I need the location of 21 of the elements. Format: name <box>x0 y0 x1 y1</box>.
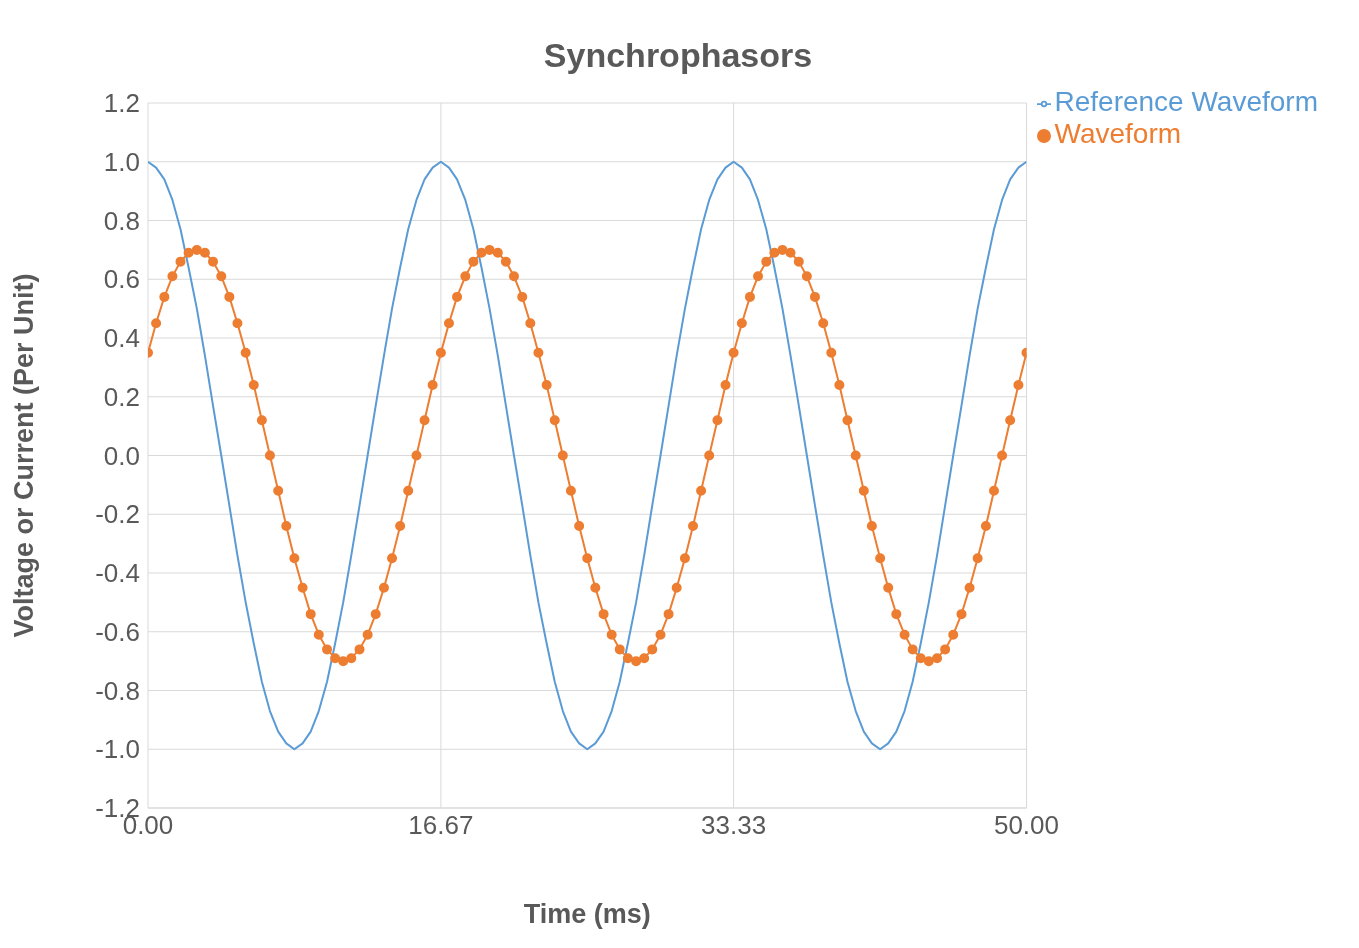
line-series <box>148 160 1027 751</box>
legend-label: Reference Waveform <box>1054 86 1318 117</box>
x-tick-label: 16.67 <box>408 810 474 841</box>
x-tick-label: 33.33 <box>701 810 767 841</box>
y-tick-label: -0.2 <box>95 499 140 530</box>
chart-title: Synchrophasors <box>542 36 814 75</box>
y-tick-label: 1.2 <box>103 88 140 119</box>
y-tick-label: 0.0 <box>103 440 140 471</box>
y-tick-label: 0.8 <box>103 205 140 236</box>
y-tick-label: -0.8 <box>95 675 140 706</box>
y-tick-label: -0.6 <box>95 616 140 647</box>
y-tick-label: -0.4 <box>95 558 140 589</box>
y-tick-label: -1.0 <box>95 734 140 765</box>
x-axis-title: Time (ms) <box>523 899 651 929</box>
y-axis-title: Voltage or Current (Per Unit) <box>8 273 39 638</box>
x-tick-label: 50.00 <box>993 810 1060 841</box>
y-tick-label: 1.0 <box>103 146 140 177</box>
y-tick-label: 0.4 <box>103 323 140 354</box>
legend-label: Waveform <box>1054 118 1182 149</box>
y-tick-label: 0.6 <box>103 264 140 295</box>
y-tick-label: 0.2 <box>103 381 140 412</box>
